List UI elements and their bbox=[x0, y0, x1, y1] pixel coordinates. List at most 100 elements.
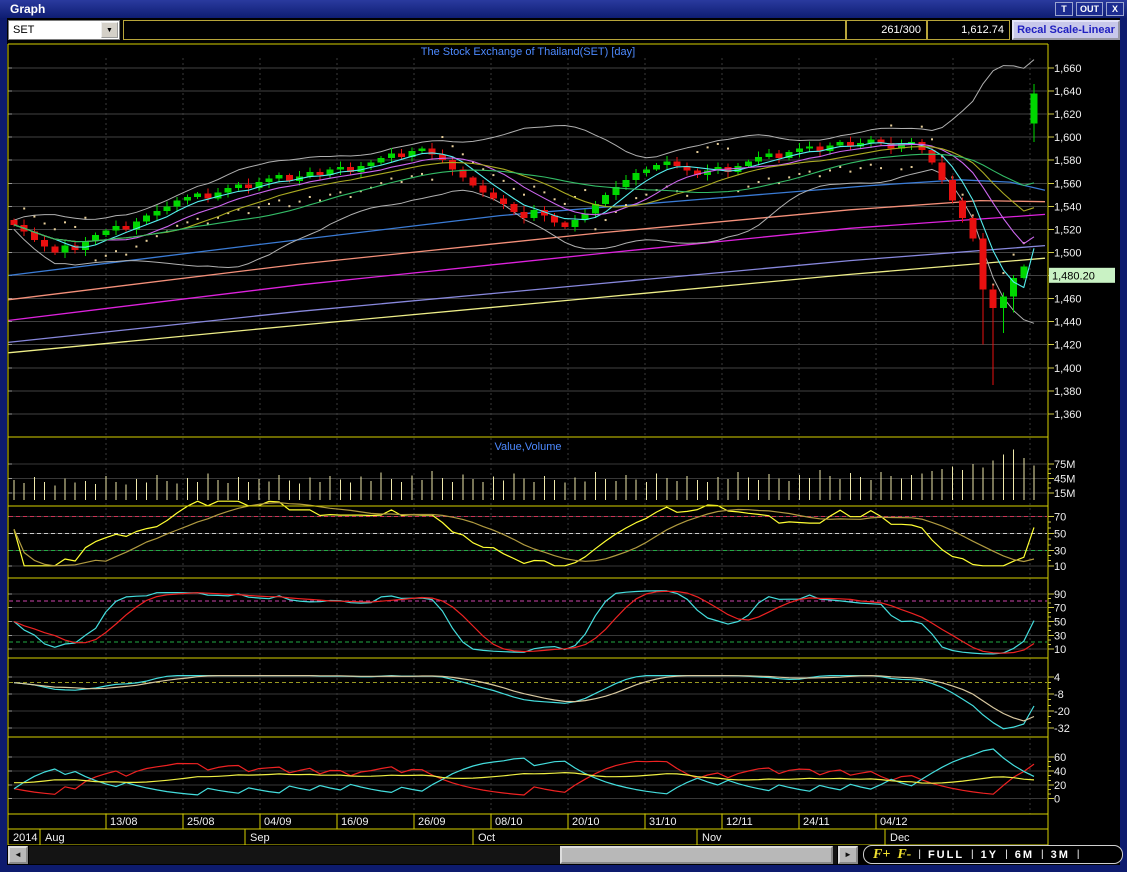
price-axis-label: 1,640 bbox=[1054, 86, 1082, 98]
candle-body bbox=[653, 164, 661, 170]
zoom-out-button[interactable]: F- bbox=[897, 846, 912, 862]
ma25-line bbox=[13, 153, 1035, 243]
sar-dot bbox=[278, 199, 281, 202]
candle-body bbox=[122, 225, 130, 230]
sar-dot bbox=[257, 206, 260, 209]
candle-body bbox=[928, 149, 936, 163]
candle-body bbox=[846, 141, 854, 147]
mom-fast-line bbox=[13, 674, 1035, 730]
candle-body bbox=[591, 204, 599, 214]
out-button[interactable]: OUT bbox=[1076, 2, 1103, 16]
scroll-left-button[interactable]: ◄ bbox=[8, 846, 28, 864]
sar-dot bbox=[135, 245, 138, 248]
date-label: 13/08 bbox=[110, 816, 138, 828]
candle-body bbox=[173, 200, 181, 207]
candle-body bbox=[245, 184, 253, 188]
sar-dot bbox=[512, 187, 515, 190]
chevron-down-icon[interactable]: ▼ bbox=[101, 22, 118, 38]
title-bar: Graph T OUT X bbox=[0, 0, 1127, 18]
ma200-line bbox=[7, 257, 1046, 354]
stochastic-axis-label: 10 bbox=[1054, 644, 1066, 656]
candle-body bbox=[347, 167, 355, 172]
candle-body bbox=[387, 153, 395, 158]
dmi-axis-label: 40 bbox=[1054, 766, 1066, 778]
candle-body bbox=[194, 193, 202, 198]
ma5-line bbox=[13, 142, 1035, 289]
bollinger-upper-line bbox=[13, 59, 1035, 221]
sar-dot bbox=[737, 190, 740, 193]
scrollbar-thumb[interactable] bbox=[560, 846, 833, 864]
stochastic-axis-label: 30 bbox=[1054, 630, 1066, 642]
sar-dot bbox=[502, 179, 505, 182]
price-axis-label: 1,500 bbox=[1054, 247, 1082, 259]
sar-dot bbox=[543, 191, 546, 194]
sar-dot bbox=[696, 151, 699, 154]
candle-body bbox=[102, 230, 110, 236]
date-label: 26/09 bbox=[418, 816, 446, 828]
range-3m-button[interactable]: 3M bbox=[1050, 848, 1070, 861]
sar-dot bbox=[461, 153, 464, 156]
sar-dot bbox=[716, 142, 719, 145]
date-label: 24/11 bbox=[803, 816, 830, 828]
date-label: 12/11 bbox=[726, 816, 753, 828]
candle-body bbox=[398, 153, 406, 157]
dmi-axis-label: 0 bbox=[1054, 793, 1060, 805]
candle-body bbox=[408, 151, 416, 157]
candle-body bbox=[41, 239, 49, 247]
date-label: 04/12 bbox=[880, 816, 908, 828]
range-full-button[interactable]: FULL bbox=[927, 848, 965, 861]
candle-body bbox=[377, 157, 385, 163]
month-label: Nov bbox=[702, 832, 722, 844]
rsi-fast-line bbox=[13, 500, 1035, 567]
scrollbar-track[interactable] bbox=[29, 846, 837, 864]
candle-body bbox=[285, 175, 293, 181]
candle-body bbox=[806, 146, 814, 149]
stoch-d-line bbox=[13, 590, 1035, 654]
sar-dot bbox=[757, 180, 760, 183]
recal-scale-button[interactable]: Recal Scale-Linear bbox=[1012, 20, 1120, 40]
range-6m-button[interactable]: 6M bbox=[1014, 848, 1035, 861]
sar-dot bbox=[308, 195, 311, 198]
sar-dot bbox=[288, 205, 291, 208]
sar-dot bbox=[441, 136, 444, 139]
horizontal-scrollbar: ◄ ► F+ F- | FULL | 1Y | 6M | 3M | bbox=[7, 845, 1123, 865]
sar-dot bbox=[227, 212, 230, 215]
candle-body bbox=[61, 245, 69, 253]
candle-body bbox=[510, 204, 518, 213]
candle-body bbox=[367, 162, 375, 167]
candle-body bbox=[989, 289, 997, 308]
sar-dot bbox=[64, 221, 66, 224]
sar-dot bbox=[614, 210, 617, 213]
candle-body bbox=[612, 186, 620, 195]
sar-dot bbox=[431, 178, 434, 181]
month-label: 2014 bbox=[13, 832, 37, 844]
zoom-in-button[interactable]: F+ bbox=[873, 846, 891, 862]
t-button[interactable]: T bbox=[1055, 2, 1073, 16]
date-label: 31/10 bbox=[649, 816, 677, 828]
candle-body bbox=[1030, 93, 1038, 124]
ma100-line bbox=[7, 213, 1046, 322]
sar-dot bbox=[94, 259, 97, 262]
candle-body bbox=[132, 221, 140, 230]
sar-dot bbox=[390, 177, 393, 180]
separator: | bbox=[918, 849, 921, 860]
candle-body bbox=[204, 193, 212, 199]
symbol-input[interactable] bbox=[123, 20, 846, 40]
range-1y-button[interactable]: 1Y bbox=[980, 848, 999, 861]
symbol-select[interactable]: SET ▼ bbox=[8, 20, 120, 40]
sar-dot bbox=[533, 185, 536, 188]
chart-canvas[interactable]: 1,660 1,640 1,620 1,600 1,580 1,560 1,540 1,520… bbox=[7, 42, 1120, 845]
candle-body bbox=[663, 161, 671, 165]
sar-dot bbox=[115, 250, 117, 253]
candle-body bbox=[214, 192, 222, 199]
candle-body bbox=[642, 169, 650, 173]
close-button[interactable]: X bbox=[1106, 2, 1124, 16]
candle-body bbox=[153, 210, 161, 216]
candle-body bbox=[51, 246, 59, 253]
window-title: Graph bbox=[10, 2, 46, 16]
sar-dot bbox=[727, 147, 729, 150]
chart-title: The Stock Exchange of Thailand(SET) [day… bbox=[421, 46, 635, 58]
scroll-right-button[interactable]: ► bbox=[838, 846, 858, 864]
volume-panel-title: Value,Volume bbox=[494, 441, 561, 453]
sar-dot bbox=[686, 194, 689, 197]
